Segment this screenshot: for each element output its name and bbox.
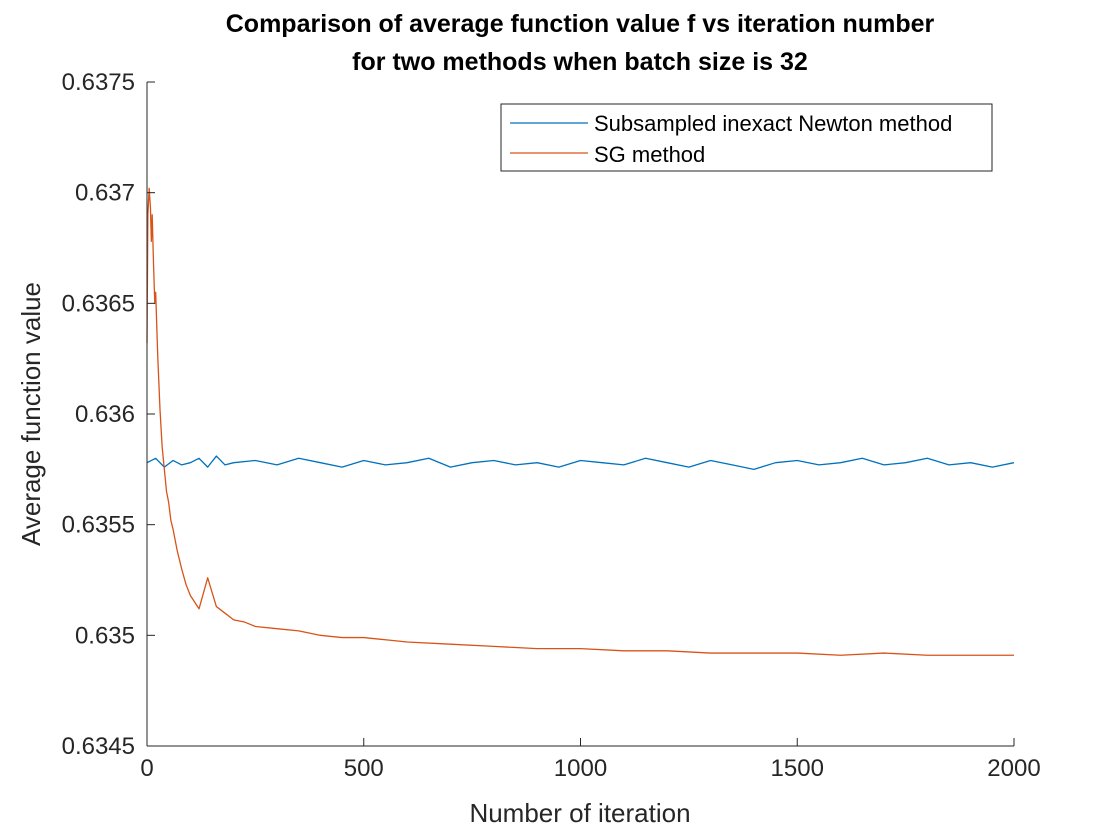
series-layer <box>146 187 1015 656</box>
legend-label-sg: SG method <box>594 142 705 167</box>
x-tick-label: 1500 <box>771 755 824 782</box>
legend: Subsampled inexact Newton method SG meth… <box>500 103 993 172</box>
y-tick-label: 0.6345 <box>62 733 135 760</box>
chart-title-line-2: for two methods when batch size is 32 <box>352 48 808 76</box>
y-tick-label: 0.6355 <box>62 512 135 539</box>
y-tick-label: 0.636 <box>75 401 135 428</box>
legend-box <box>500 103 993 172</box>
legend-label-newton: Subsampled inexact Newton method <box>594 111 952 136</box>
x-ticks: 0 500 1000 1500 2000 <box>140 738 1041 782</box>
x-tick-label: 500 <box>344 755 384 782</box>
series-line-sg <box>146 187 1014 656</box>
series-line-newton <box>146 455 1015 470</box>
chart-title-line-1: Comparison of average function value f v… <box>226 10 935 38</box>
x-axis-label: Number of iteration <box>469 798 690 828</box>
y-tick-label: 0.635 <box>75 622 135 649</box>
plot-background <box>147 82 1014 746</box>
y-tick-label: 0.637 <box>75 180 135 207</box>
x-tick-label: 2000 <box>987 755 1040 782</box>
y-tick-label: 0.6375 <box>62 69 135 96</box>
x-tick-label: 1000 <box>554 755 607 782</box>
y-tick-label: 0.6365 <box>62 290 135 317</box>
y-axis-label: Average function value <box>16 282 46 546</box>
y-ticks: 0.6345 0.635 0.6355 0.636 0.6365 0.637 0.6375 <box>62 69 155 760</box>
x-tick-label: 0 <box>140 755 153 782</box>
